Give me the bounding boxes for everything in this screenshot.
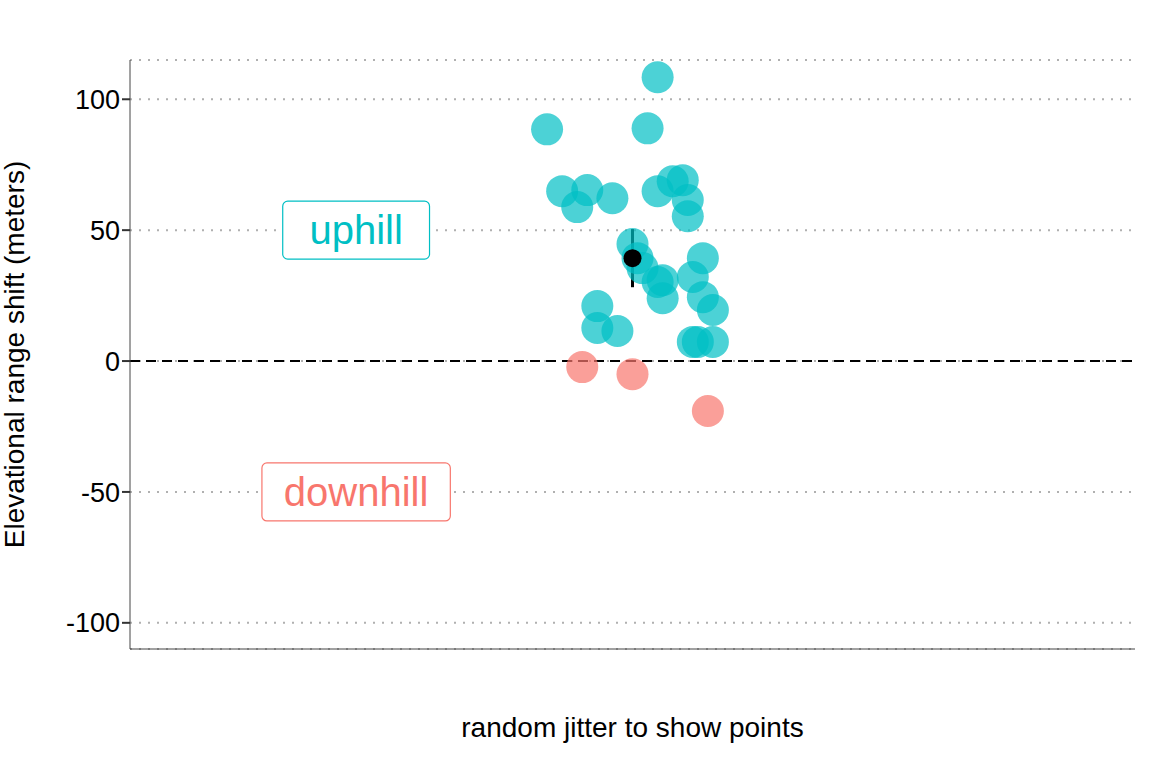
svg-text:random jitter to show points: random jitter to show points: [461, 712, 803, 743]
svg-text:100: 100: [75, 85, 120, 115]
svg-text:Elevational range shift (meter: Elevational range shift (meters): [8, 161, 30, 549]
svg-text:0: 0: [105, 347, 120, 377]
svg-text:-100: -100: [66, 608, 120, 638]
svg-text:50: 50: [90, 216, 120, 246]
svg-text:-50: -50: [81, 478, 120, 508]
svg-text:uphill: uphill: [309, 208, 402, 252]
svg-text:downhill: downhill: [284, 470, 429, 514]
